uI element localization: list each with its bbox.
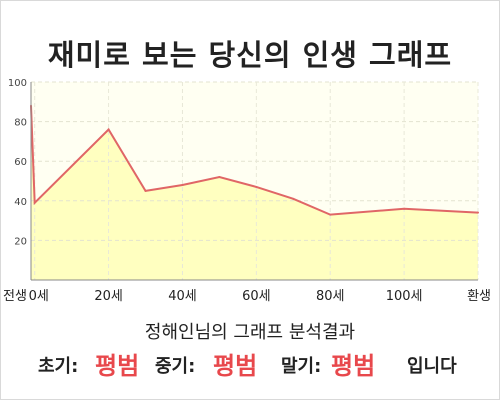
area-fill — [31, 105, 478, 280]
y-tick-label: 40 — [14, 197, 27, 208]
analysis-summary: 정해인님의 그래프 분석결과 — [144, 322, 356, 343]
data-point — [144, 189, 147, 192]
y-tick-label: 100 — [8, 78, 27, 89]
data-point — [33, 201, 36, 204]
late-value: 평범 — [331, 352, 376, 380]
x-tick-label: 20세 — [94, 289, 123, 304]
y-tick-label: 60 — [14, 157, 27, 168]
mid-label: 중기: — [155, 356, 196, 377]
data-point — [292, 197, 295, 200]
x-tick-label: 환생 — [467, 289, 491, 304]
early-value: 평범 — [95, 352, 140, 380]
chart-title: 재미로 보는 당신의 인생 그래프 — [47, 38, 453, 72]
x-tick-label: 40세 — [168, 289, 197, 304]
data-point — [181, 183, 184, 186]
y-tick-label: 80 — [14, 118, 27, 129]
data-point — [255, 185, 258, 188]
result-row: 초기: 평범 중기: 평범 말기: 평범 입니다 — [0, 346, 500, 380]
data-point — [403, 207, 406, 210]
data-point — [477, 211, 479, 214]
x-tick-label: 0세 — [29, 289, 49, 304]
mid-value: 평범 — [213, 352, 258, 380]
x-tick-label: 100세 — [386, 289, 423, 304]
y-tick-label: 20 — [14, 236, 27, 247]
x-tick-label: 전생 — [3, 289, 27, 304]
x-tick-label: 80세 — [316, 289, 345, 304]
x-tick-label: 60세 — [242, 289, 271, 304]
late-label: 말기: — [281, 356, 322, 377]
data-point — [329, 213, 332, 216]
early-label: 초기: — [38, 356, 79, 377]
result-suffix: 입니다 — [407, 356, 457, 377]
data-point — [107, 128, 110, 131]
data-point — [218, 176, 221, 179]
